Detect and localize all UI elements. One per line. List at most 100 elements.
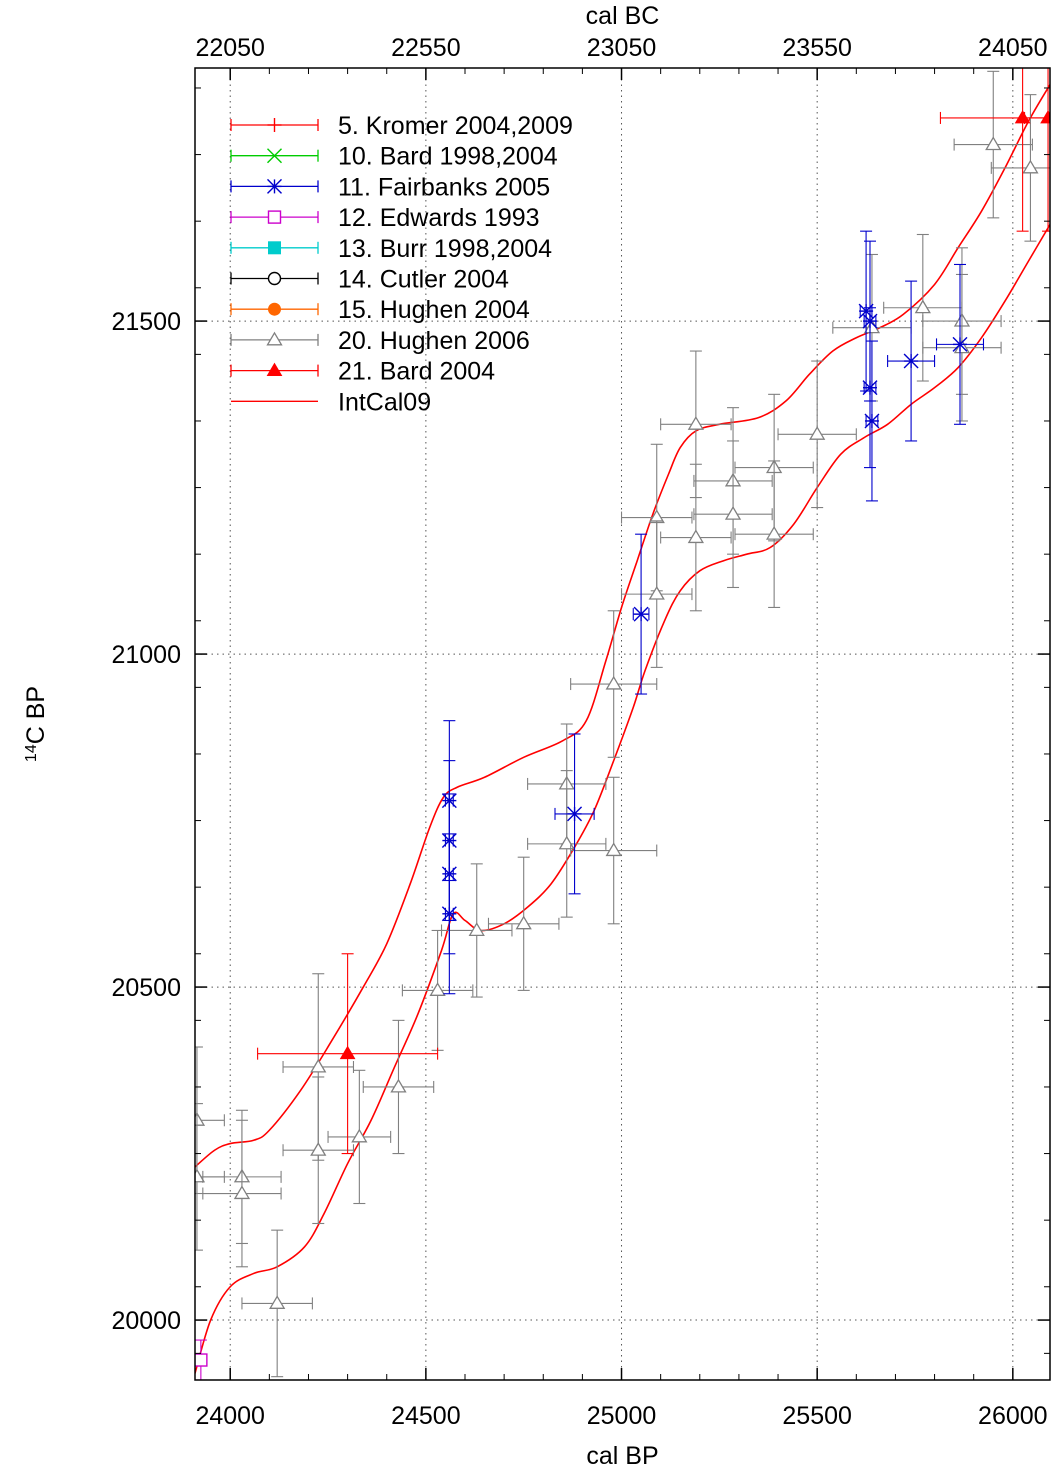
marker-triangle-filled [339,1045,356,1060]
legend: 5. Kromer 2004,2009 10. Bard 1998,200411.… [230,112,573,416]
x-tick-label-bottom: 24500 [391,1402,461,1430]
plot-frame [194,67,1051,1381]
marker-star-b [567,806,583,822]
data-point-fairbanks [887,280,936,442]
data-point-bard2004 [257,953,439,1155]
marker-star-b [952,336,968,352]
legend-label: 21. Bard 2004 [338,358,495,386]
data-point-hughen2006 [241,1229,313,1378]
data-point-fairbanks [554,733,595,895]
legend-entry-cutler: 14. Cutler 2004 [230,266,509,294]
data-point-fairbanks [441,833,457,995]
data-point-hughen2006 [620,520,693,668]
marker-triangle-open [310,1141,327,1156]
data-point-hughen2006 [282,973,355,1161]
series-hughen2006 [195,70,1050,1378]
x-tick-label-top: 23050 [587,34,657,62]
marker-triangle-open [687,529,705,544]
marker-star-b [441,906,457,922]
legend-label: 5. Kromer 2004,2009 [338,112,573,140]
legend-entry-bard1998: 10. Bard 1998,2004 [230,143,558,171]
intcal09-curve [195,84,1050,1374]
legend-label: 20. Hughen 2006 [338,327,530,355]
legend-label: 10. Bard 1998,2004 [338,143,558,171]
data-point-hughen2006 [693,440,773,589]
y-axis-title-main: C BP [22,686,50,744]
x-axis-top-title: cal BC [586,2,660,30]
marker-triangle-open [390,1078,407,1093]
data-point-hughen2006 [953,70,1033,219]
marker-star-b [903,353,919,369]
data-point-hughen2006 [660,350,732,499]
data-point-hughen2006 [401,929,474,1051]
y-tick-label: 21500 [111,308,181,336]
legend-entry-edwards: 12. Edwards 1993 [230,204,540,232]
legend-label: 14. Cutler 2004 [338,266,509,294]
marker-circle-filled [268,302,281,316]
data-point-edwards [195,1339,208,1380]
data-point-fairbanks [862,307,878,469]
data-point-hughen2006 [202,1119,282,1268]
data-point-bard2004 [939,68,1050,232]
marker-triangle-open [765,525,783,540]
marker-triangle-open [269,1295,286,1309]
marker-triangle-open [310,1058,327,1073]
data-point-hughen2006 [282,1076,355,1225]
marker-triangle-open [648,585,665,600]
marker-triangle-open [724,505,742,520]
data-point-hughen2006 [883,233,963,382]
series-edwards [195,1339,208,1380]
marker-triangle-open [605,675,622,690]
data-point-hughen2006 [362,1019,435,1155]
data-point-fairbanks [632,533,650,695]
marker-cross-b [267,148,282,164]
y-tick-label: 21000 [111,641,181,669]
legend-label: 11. Fairbanks 2005 [338,173,550,201]
x-tick-label-bottom: 25500 [782,1402,852,1430]
y-axis-title: 14C BP [22,686,50,762]
data-point-fairbanks [864,340,880,502]
intcal09-lower-line [195,224,1050,1374]
marker-triangle-open [687,416,705,430]
legend-entry-hughen2004: 15. Hughen 2004 [230,296,530,324]
x-axis-bottom-title: cal BP [586,1442,658,1470]
legend-entry-burr: 13. Burr 1998,2004 [230,235,552,263]
marker-triangle-open [1022,159,1039,174]
data-point-hughen2006 [195,1103,225,1251]
intcal09-upper-line [195,84,1050,1168]
marker-triangle-open [605,842,622,857]
data-point-hughen2006 [777,360,857,509]
marker-triangle-open [429,982,446,996]
data-point-hughen2006 [327,1069,392,1205]
marker-triangle-open [233,1185,251,1200]
legend-entry-bard2004: 21. Bard 2004 [230,358,495,386]
x-tick-label-bottom: 25000 [587,1402,657,1430]
x-tick-label-top: 24050 [978,34,1048,62]
legend-label: IntCal09 [338,388,431,416]
marker-triangle-open [809,426,826,440]
data-point-hughen2006 [440,863,513,998]
marker-triangle-filled [1040,109,1050,124]
marker-triangle-filled [1014,109,1031,124]
marker-square-filled [268,241,281,255]
legend-label: 15. Hughen 2004 [338,296,530,324]
marker-circle-open [267,271,282,286]
data-point-hughen2006 [570,610,658,758]
marker-triangle-filled [266,362,283,376]
marker-triangle-open [266,331,283,346]
data-points [195,68,1050,1380]
marker-triangle-open [468,922,485,937]
marker-square-open [267,210,282,224]
legend-label: 12. Edwards 1993 [338,204,540,232]
data-point-bard2004 [1024,68,1050,232]
x-tick-label-top: 22050 [195,34,265,62]
marker-triangle-open [195,1168,206,1183]
marker-star-b [267,178,282,194]
marker-star-b [862,380,878,396]
marker-star-b [633,606,649,622]
data-point-hughen2006 [570,776,658,925]
marker-triangle-open [351,1128,368,1143]
